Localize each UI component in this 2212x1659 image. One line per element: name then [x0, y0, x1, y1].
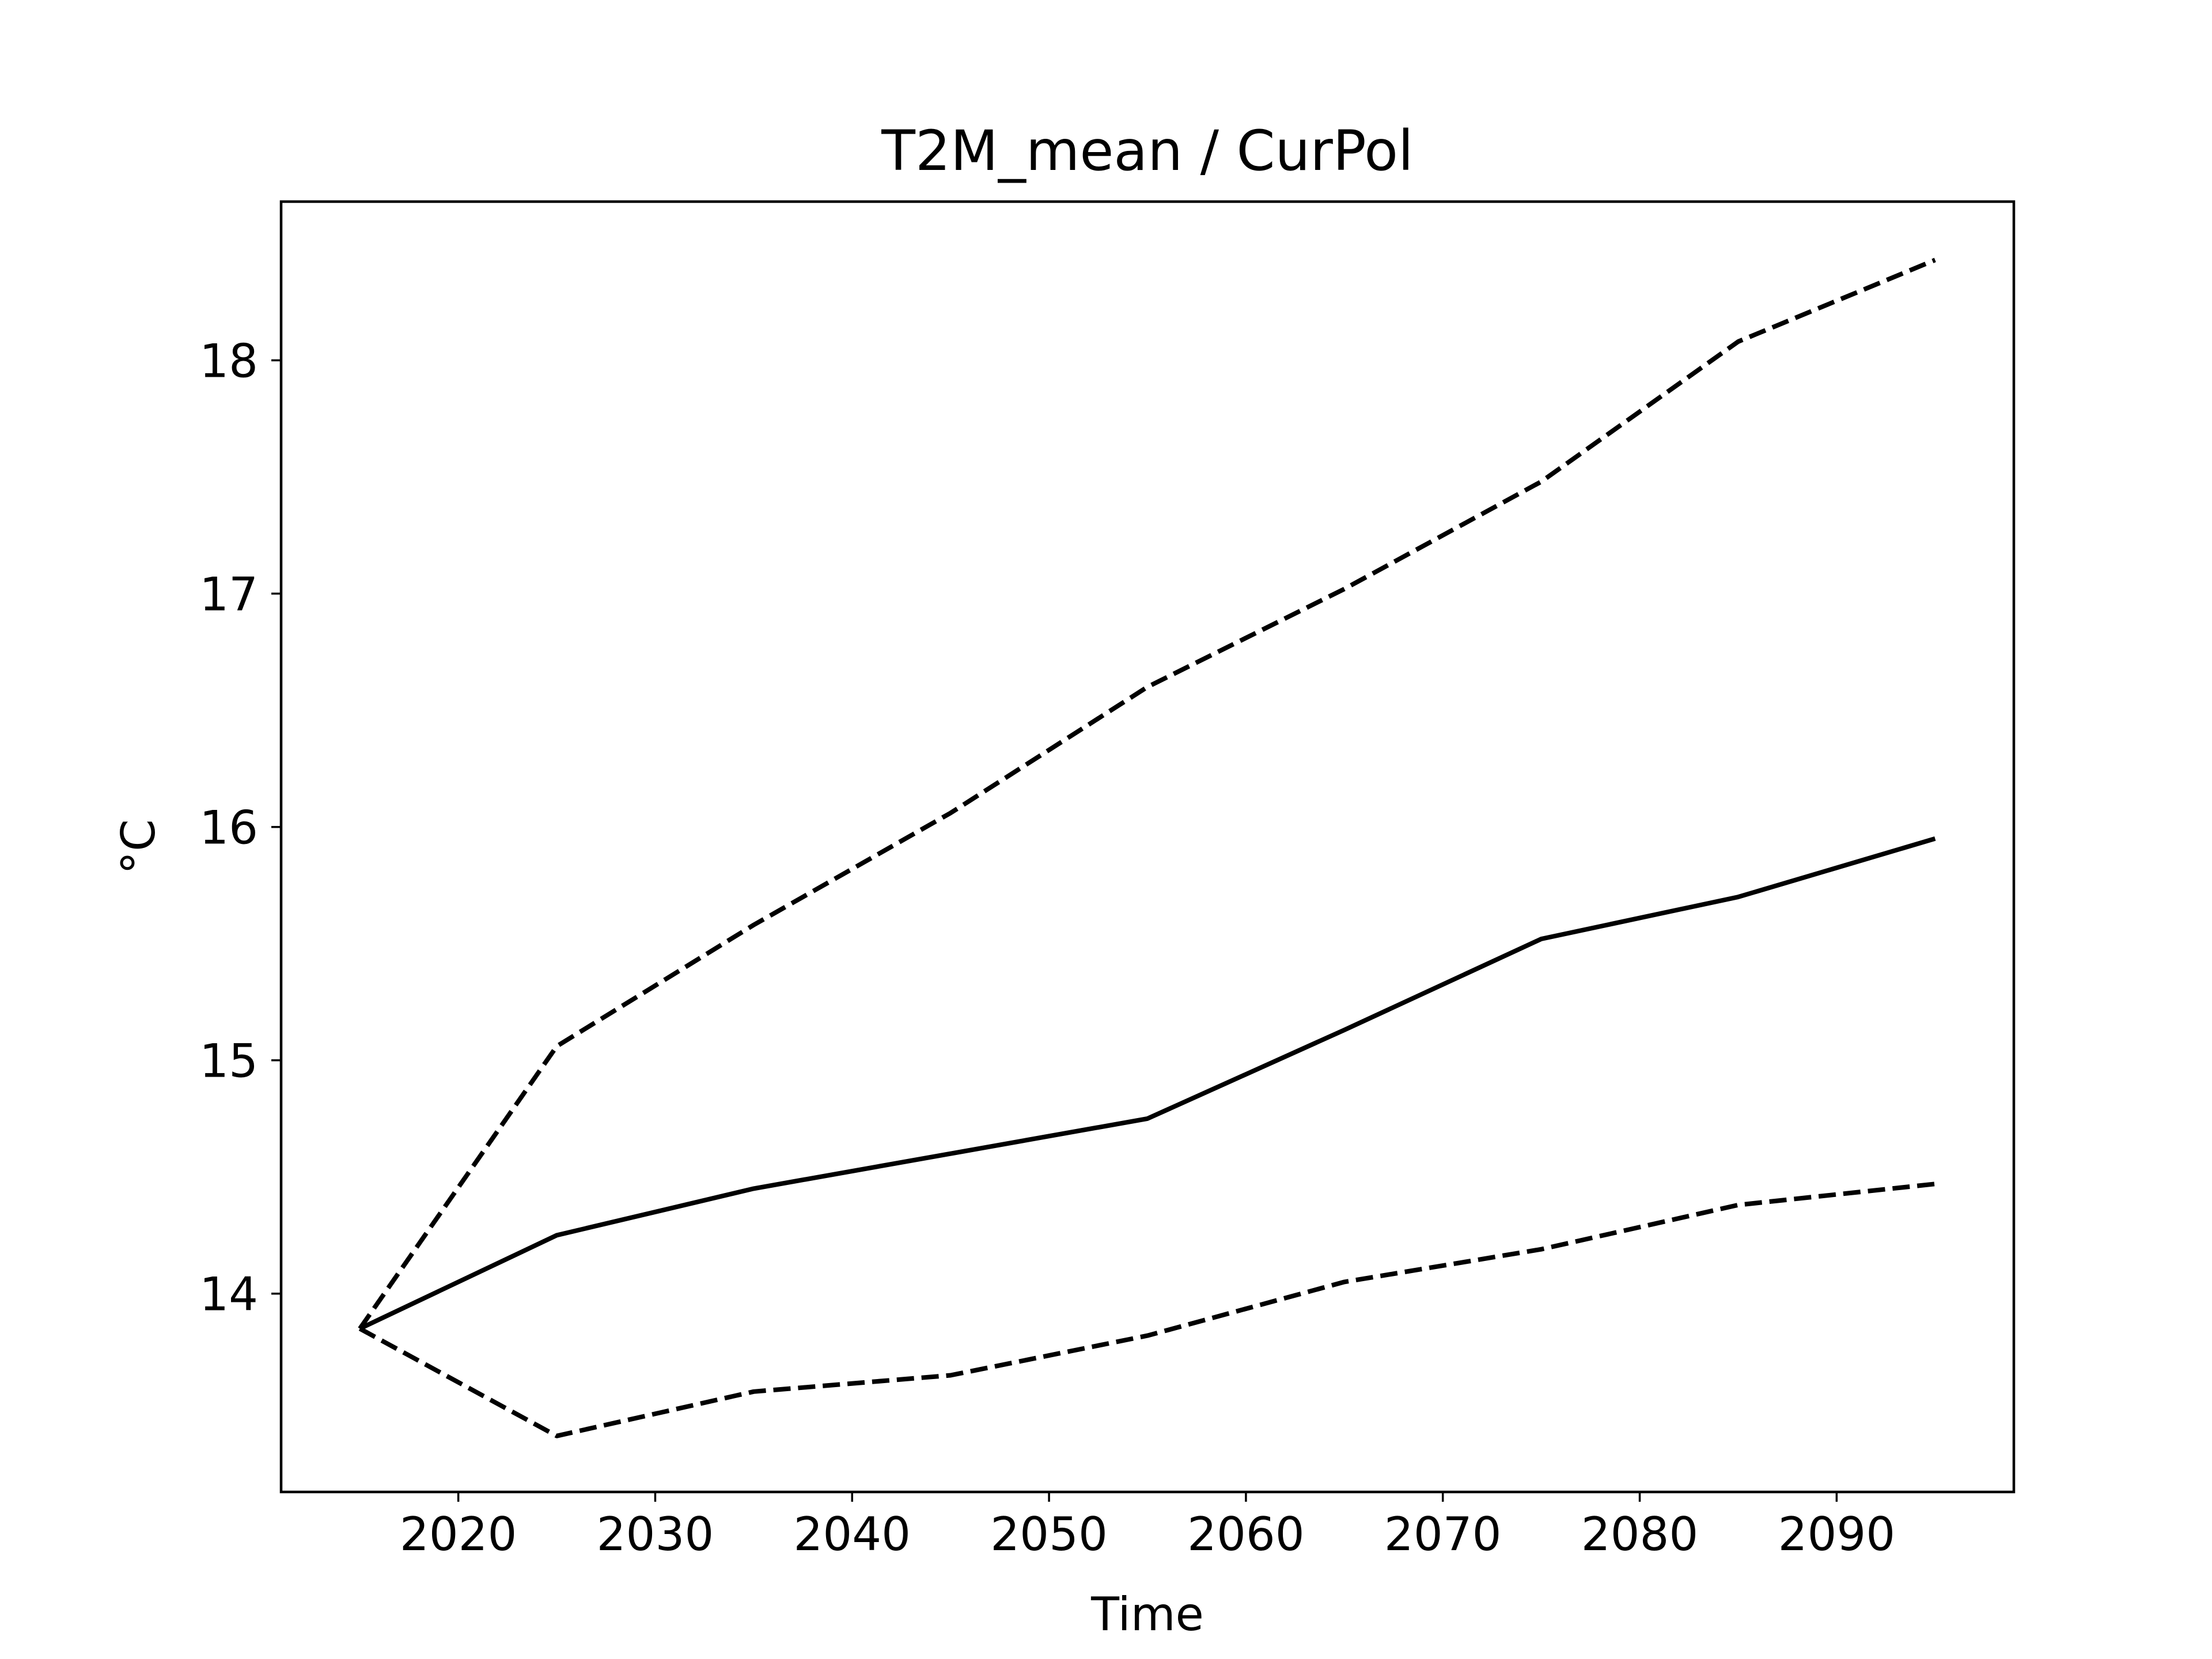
y-tick-label: 17	[199, 568, 258, 622]
y-tick-label: 18	[199, 334, 258, 388]
x-tick-label: 2080	[1581, 1508, 1699, 1561]
y-tick-label: 14	[199, 1268, 258, 1321]
x-tick-label: 2020	[400, 1508, 517, 1561]
x-tick-label: 2070	[1384, 1508, 1502, 1561]
y-axis-label: °C	[112, 819, 165, 874]
chart-title: T2M_mean / CurPol	[881, 119, 1413, 183]
x-axis-label: Time	[1090, 1588, 1204, 1641]
y-axis: 14 15 16 17 18	[199, 334, 281, 1321]
series-line-median	[358, 836, 1936, 1331]
x-axis: 2020 2030 2040 2050 2060 2070 2080 2090	[400, 1492, 1895, 1561]
series-layer	[358, 257, 1936, 1438]
x-tick-label: 2050	[990, 1508, 1108, 1561]
plot-area-frame	[279, 200, 2016, 1494]
series-line-lower	[358, 1181, 1936, 1438]
series-line-upper	[358, 257, 1936, 1330]
x-tick-label: 2030	[597, 1508, 714, 1561]
x-tick-label: 2060	[1187, 1508, 1305, 1561]
x-tick-label: 2090	[1778, 1508, 1896, 1561]
x-tick-label: 2040	[793, 1508, 911, 1561]
y-tick-label: 16	[199, 801, 258, 855]
y-tick-label: 15	[199, 1035, 258, 1088]
